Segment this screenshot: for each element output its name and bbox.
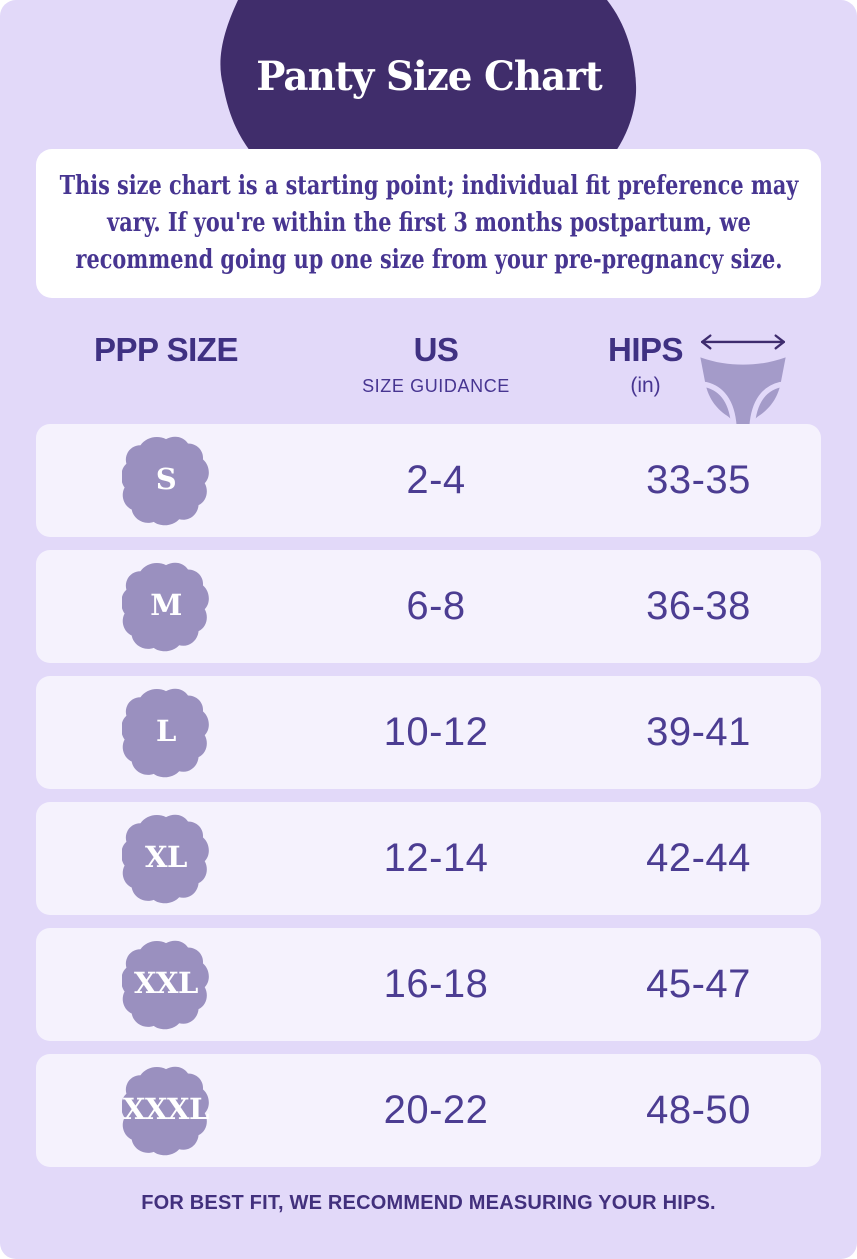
us-label: US <box>413 331 459 368</box>
column-header-us: US SIZE GUIDANCE <box>296 318 576 430</box>
ppp-size-label: PPP SIZE <box>94 331 238 368</box>
footer-note: FOR BEST FIT, WE RECOMMEND MEASURING YOU… <box>141 1192 716 1214</box>
size-badge-label: L <box>156 713 176 748</box>
size-badge: M <box>122 559 210 654</box>
size-badge-label: XXL <box>134 965 198 1000</box>
hips-value: 45-47 <box>646 962 751 1006</box>
table-row: XXXL 20-22 48-50 <box>36 1054 821 1167</box>
us-size-value: 6-8 <box>406 584 466 628</box>
hips-value: 36-38 <box>646 584 751 628</box>
us-size-value: 20-22 <box>383 1088 489 1132</box>
hips-value: 48-50 <box>646 1088 751 1132</box>
table-row: M 6-8 36-38 <box>36 550 821 663</box>
hips-value: 39-41 <box>646 710 751 754</box>
page-title: Panty Size Chart <box>256 53 603 100</box>
width-arrow-icon <box>701 334 786 350</box>
us-size-value: 16-18 <box>383 962 489 1006</box>
size-badge: L <box>122 685 210 780</box>
size-guidance-label: SIZE GUIDANCE <box>362 376 510 396</box>
hips-value: 42-44 <box>646 836 751 880</box>
hips-label: HIPS <box>607 331 684 368</box>
table-row: XXL 16-18 45-47 <box>36 928 821 1041</box>
table-row: S 2-4 33-35 <box>36 424 821 537</box>
hips-value: 33-35 <box>646 458 751 502</box>
size-badge-label: S <box>155 461 177 496</box>
size-badge-label: XL <box>145 839 187 874</box>
disclaimer-text: This size chart is a starting point; ind… <box>59 171 798 275</box>
size-badge: XL <box>122 811 210 906</box>
header-blob: Panty Size Chart <box>220 0 638 151</box>
disclaimer-card: This size chart is a starting point; ind… <box>36 149 821 298</box>
size-badge: XXL <box>122 937 210 1032</box>
header-blob-shape-icon <box>220 0 637 151</box>
column-header-ppp-size: PPP SIZE <box>36 318 296 430</box>
panty-icon <box>700 357 786 430</box>
size-badge-label: XXXL <box>123 1091 209 1126</box>
table-header: PPP SIZE US SIZE GUIDANCE HIPS (in) <box>36 318 821 430</box>
hips-unit-label: (in) <box>630 374 661 397</box>
panty-measure-icon <box>700 334 786 430</box>
size-badge: XXXL <box>122 1063 210 1158</box>
size-badge: S <box>122 433 210 528</box>
us-size-value: 2-4 <box>406 458 466 502</box>
size-table-body: S 2-4 33-35 M 6-8 36-38 L 10-12 39-41 <box>36 424 821 1180</box>
size-badge-label: M <box>150 587 182 622</box>
us-size-value: 12-14 <box>383 836 489 880</box>
table-row: XL 12-14 42-44 <box>36 802 821 915</box>
table-row: L 10-12 39-41 <box>36 676 821 789</box>
us-size-value: 10-12 <box>383 710 489 754</box>
column-header-hips: HIPS (in) <box>576 318 821 430</box>
